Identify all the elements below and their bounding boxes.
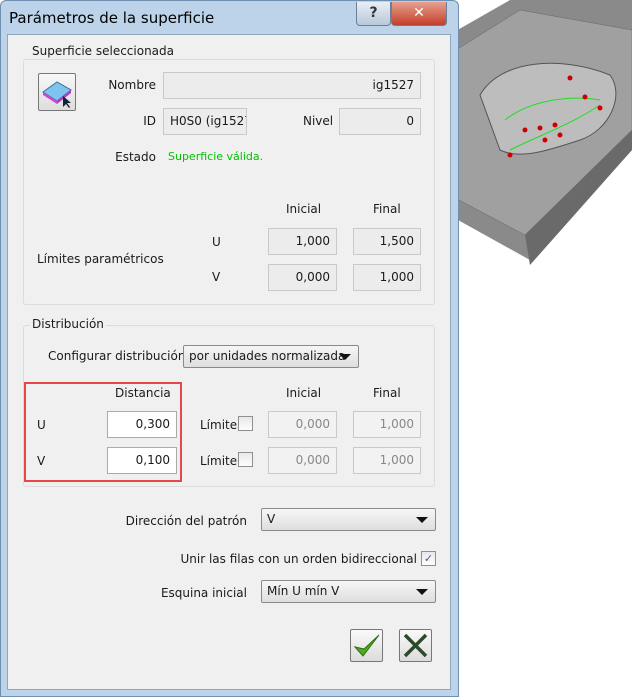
3d-model-viewport xyxy=(440,0,632,265)
help-button[interactable]: ? xyxy=(356,2,391,26)
id-field: H0S0 (ig1527 xyxy=(163,108,247,135)
direction-label: Dirección del patrón xyxy=(125,514,247,528)
dist-v-label: V xyxy=(37,454,46,468)
surface-group-label: Superficie seleccionada xyxy=(30,44,176,58)
v-limite-checkbox[interactable] xyxy=(238,452,253,467)
limits-v-label: V xyxy=(212,270,221,284)
u-limite-label: Límite xyxy=(200,418,238,432)
close-button[interactable]: ✕ xyxy=(391,2,447,26)
corner-dropdown[interactable]: Mín U mín V xyxy=(261,580,436,603)
distribution-group-label: Distribución xyxy=(30,317,106,331)
corner-value: Mín U mín V xyxy=(267,584,340,598)
cancel-button[interactable] xyxy=(399,629,432,662)
v-final-field: 1,000 xyxy=(353,264,421,291)
direction-value: V xyxy=(267,512,276,526)
direction-dropdown[interactable]: V xyxy=(261,508,436,531)
v-inicial-field: 0,000 xyxy=(268,264,337,291)
v-dist-inicial-field[interactable]: 0,000 xyxy=(268,447,337,474)
v-limite-label: Límite xyxy=(200,454,238,468)
select-surface-button[interactable] xyxy=(38,73,76,111)
dist-final-header: Final xyxy=(373,386,401,400)
x-icon xyxy=(403,633,428,658)
limits-u-label: U xyxy=(212,235,221,249)
limits-label: Límites paramétricos xyxy=(37,252,164,266)
v-dist-final-field[interactable]: 1,000 xyxy=(353,447,421,474)
dist-inicial-header: Inicial xyxy=(286,386,322,400)
v-distancia-input[interactable]: 0,100 xyxy=(107,447,177,474)
estado-value: Superficie válida. xyxy=(168,150,264,163)
corner-label: Esquina inicial xyxy=(160,586,247,600)
chevron-down-icon xyxy=(416,589,428,595)
dist-u-label: U xyxy=(37,418,46,432)
chevron-down-icon xyxy=(416,517,428,523)
config-dropdown[interactable]: por unidades normalizada xyxy=(183,345,359,368)
surface-select-icon xyxy=(42,81,72,108)
surface-group xyxy=(23,59,435,305)
config-label: Configurar distribución xyxy=(48,349,186,363)
nivel-field: 0 xyxy=(339,108,421,135)
chevron-down-icon xyxy=(339,354,351,360)
u-final-field: 1,500 xyxy=(353,228,421,255)
distancia-header: Distancia xyxy=(115,386,171,400)
bidir-checkbox[interactable]: ✓ xyxy=(421,551,436,566)
limits-inicial-header: Inicial xyxy=(286,202,322,216)
limits-final-header: Final xyxy=(373,202,401,216)
id-label: ID xyxy=(143,114,156,128)
nivel-label: Nivel xyxy=(303,114,334,128)
estado-label: Estado xyxy=(115,150,156,164)
nombre-field: ig1527 xyxy=(163,72,421,99)
window-title: Parámetros de la superficie xyxy=(9,9,215,27)
config-value: por unidades normalizada xyxy=(189,349,346,363)
u-limite-checkbox[interactable] xyxy=(238,416,253,431)
checkmark-icon xyxy=(353,634,380,657)
u-dist-final-field[interactable]: 1,000 xyxy=(353,411,421,438)
nombre-label: Nombre xyxy=(108,78,156,92)
distribution-group xyxy=(23,325,435,487)
ok-button[interactable] xyxy=(350,629,383,662)
u-distancia-input[interactable]: 0,300 xyxy=(107,411,177,438)
u-inicial-field: 1,000 xyxy=(268,228,337,255)
bidir-label: Unir las filas con un orden bidirecciona… xyxy=(180,552,417,566)
u-dist-inicial-field[interactable]: 0,000 xyxy=(268,411,337,438)
highlight-box xyxy=(24,382,182,482)
